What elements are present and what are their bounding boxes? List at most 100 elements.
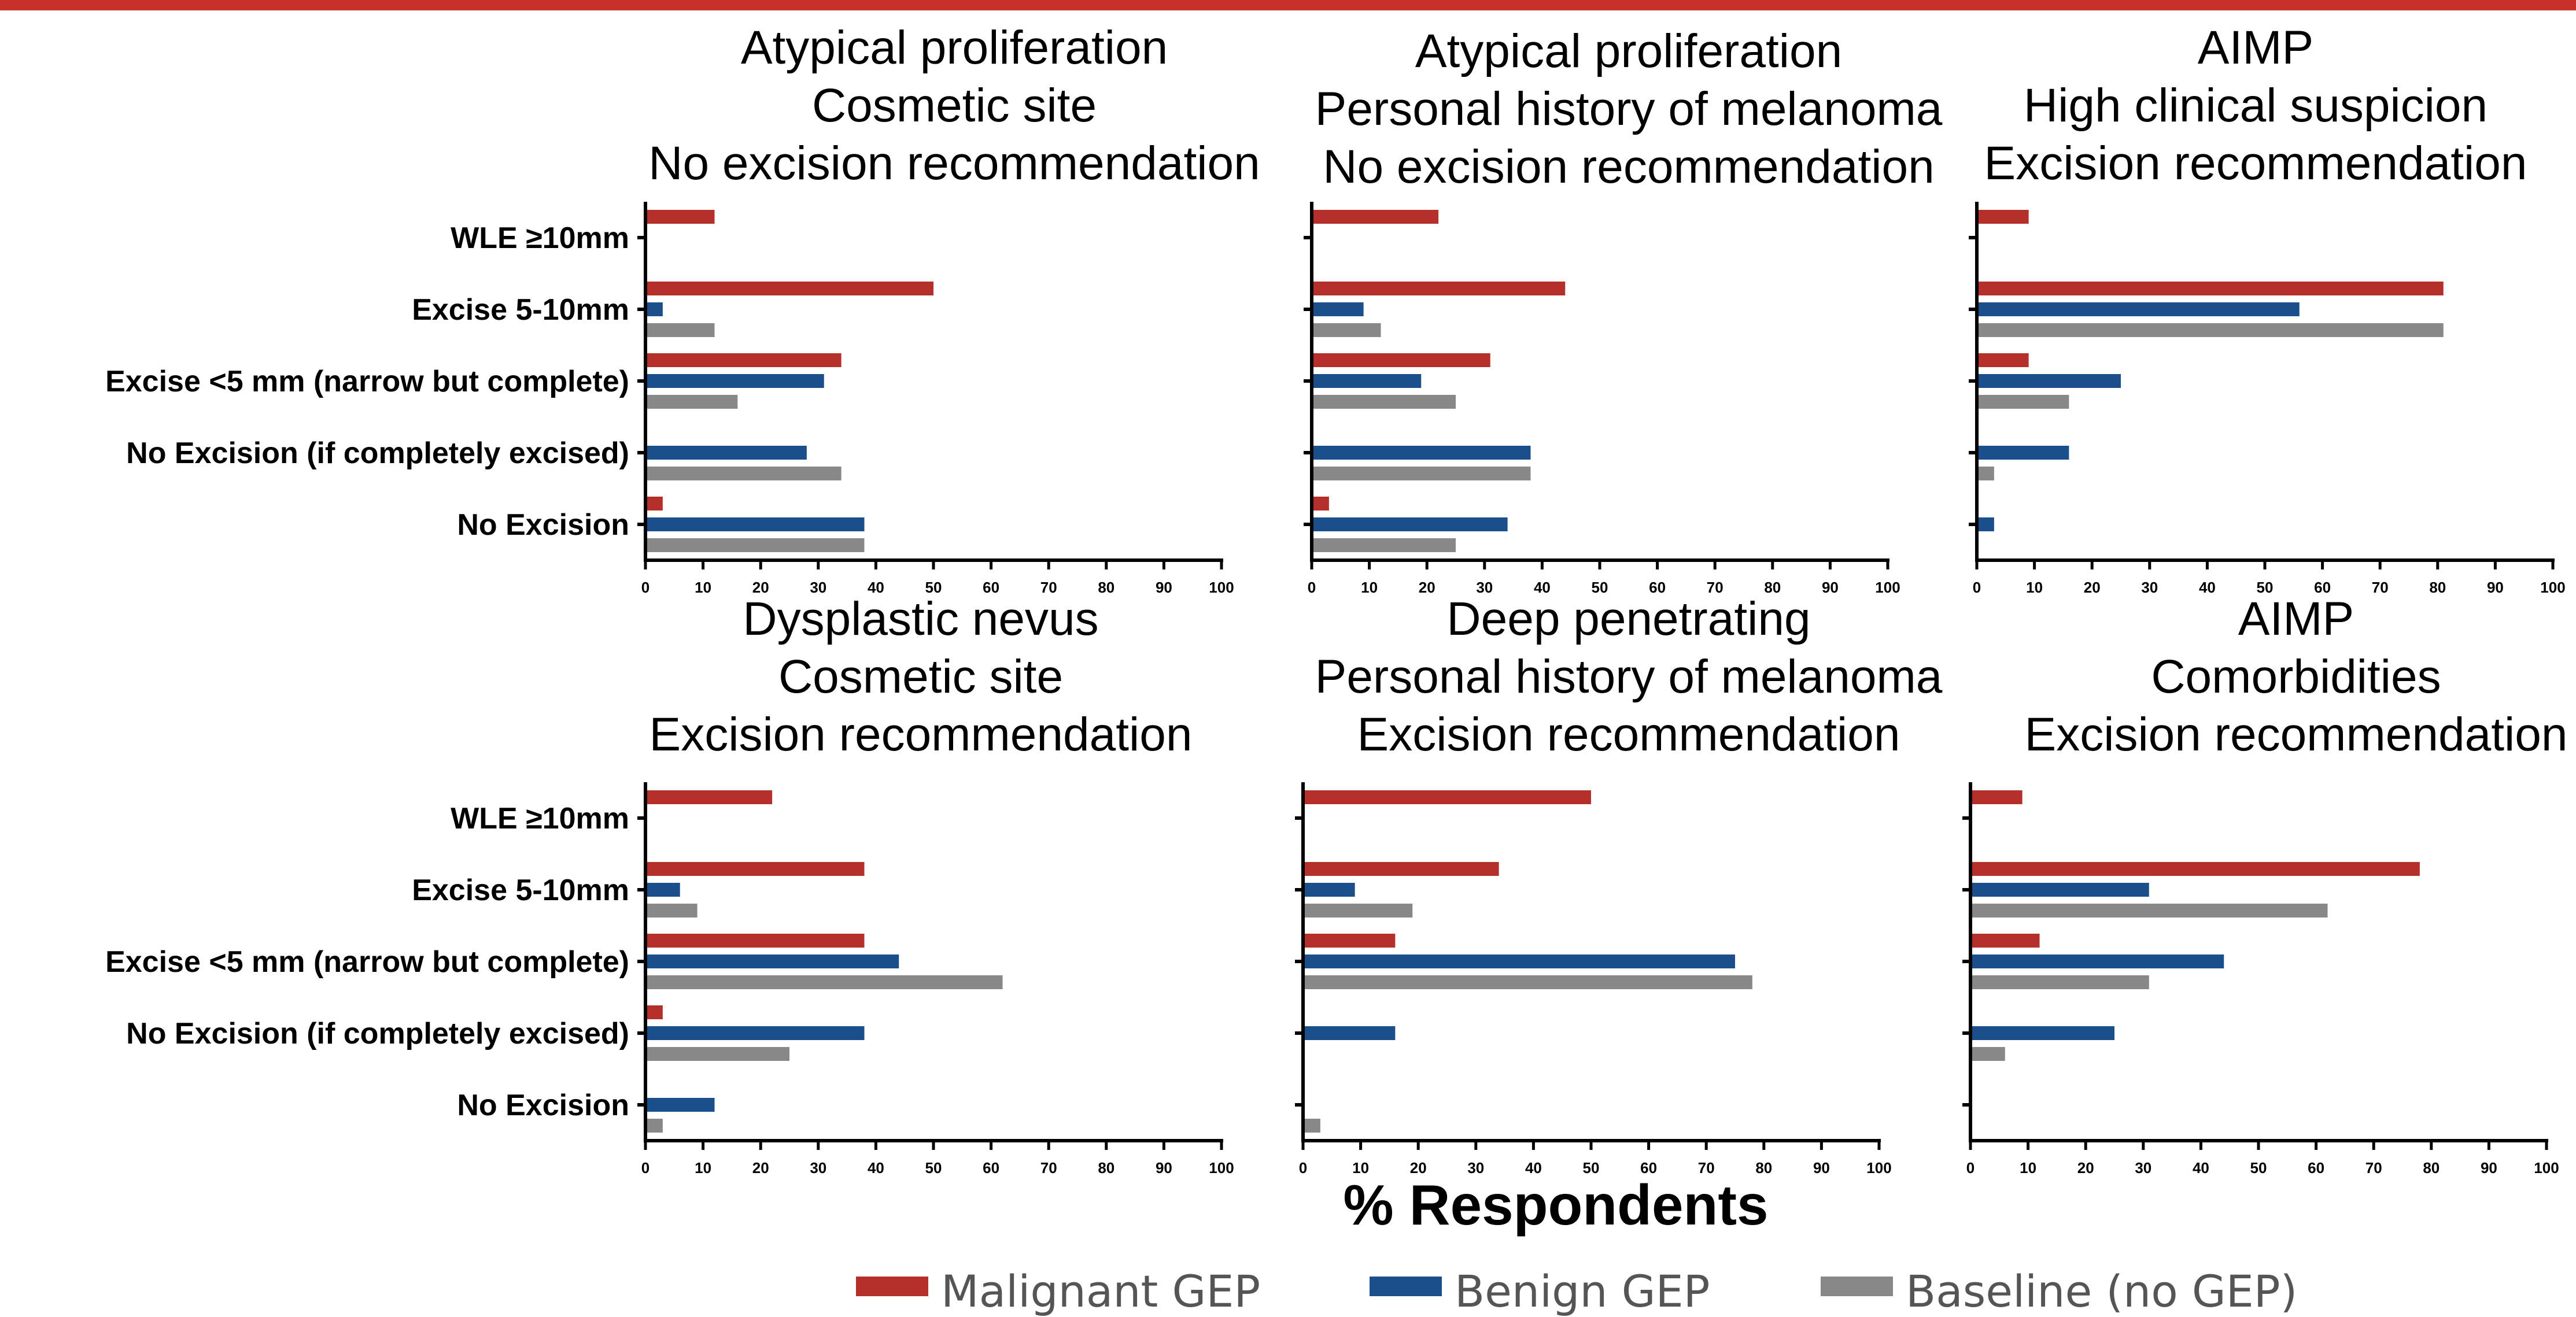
x-tick-label: 70 xyxy=(1698,1159,1715,1177)
bar-baseline xyxy=(645,467,842,480)
bar-baseline xyxy=(1312,323,1381,337)
bar-benign xyxy=(1977,374,2121,388)
x-tick-label: 90 xyxy=(1156,579,1172,596)
bar-baseline xyxy=(645,395,738,409)
bar-benign xyxy=(645,302,663,316)
bar-malignant xyxy=(1970,862,2420,876)
bar-malignant xyxy=(1312,497,1329,510)
x-tick-label: 90 xyxy=(1813,1159,1830,1177)
legend-swatch-benign xyxy=(1370,1277,1442,1296)
bar-malignant xyxy=(645,353,842,367)
x-tick-label: 70 xyxy=(2365,1159,2382,1177)
bar-baseline xyxy=(1303,904,1413,918)
bar-baseline xyxy=(1970,975,2149,989)
bar-benign xyxy=(1312,302,1364,316)
bar-malignant xyxy=(1977,210,2029,224)
bar-benign xyxy=(1312,517,1508,531)
panel-title-line: AIMP xyxy=(2198,21,2313,74)
bar-malignant xyxy=(1303,790,1591,804)
bar-benign xyxy=(1312,446,1531,460)
x-tick-label: 0 xyxy=(1299,1159,1307,1177)
bar-benign xyxy=(1970,955,2224,968)
x-tick-label: 10 xyxy=(1361,579,1378,596)
category-label: Excise 5-10mm xyxy=(412,874,629,907)
bar-malignant xyxy=(645,790,773,804)
x-tick-label: 50 xyxy=(925,579,942,596)
bar-baseline xyxy=(1312,395,1456,409)
bar-baseline xyxy=(1312,467,1531,480)
bar-malignant xyxy=(1977,282,2444,295)
x-tick-label: 10 xyxy=(1352,1159,1369,1177)
bar-baseline xyxy=(1977,323,2444,337)
x-tick-label: 80 xyxy=(2429,579,2446,596)
x-tick-label: 60 xyxy=(2308,1159,2324,1177)
x-tick-label: 30 xyxy=(2135,1159,2151,1177)
x-tick-label: 100 xyxy=(1875,579,1900,596)
x-tick-label: 50 xyxy=(925,1159,942,1177)
category-label: WLE ≥10mm xyxy=(451,221,629,255)
x-tick-label: 30 xyxy=(1476,579,1493,596)
x-tick-label: 40 xyxy=(2193,1159,2209,1177)
legend-item-malignant: Malignant GEP xyxy=(856,1265,1261,1317)
bar-baseline xyxy=(1303,975,1752,989)
x-tick-label: 90 xyxy=(1822,579,1839,596)
x-tick-label: 60 xyxy=(1640,1159,1657,1177)
legend-item-benign: Benign GEP xyxy=(1370,1265,1710,1317)
x-tick-label: 30 xyxy=(2141,579,2158,596)
bar-benign xyxy=(645,1098,715,1112)
panel-title-line: Cosmetic site xyxy=(812,79,1097,132)
panel-title-line: Dysplastic nevus xyxy=(743,593,1098,645)
bar-baseline xyxy=(1977,467,1994,480)
panel-title-line: Personal history of melanoma xyxy=(1315,83,1943,135)
bar-malignant xyxy=(1970,934,2040,948)
chart-panel-2: Atypical proliferation Personal history o… xyxy=(1304,25,1943,596)
panel-title-line: AIMP xyxy=(2238,593,2354,645)
x-tick-label: 40 xyxy=(868,1159,884,1177)
bar-benign xyxy=(1303,955,1735,968)
panel-title-line: Excision recommendation xyxy=(2025,708,2568,761)
bar-benign xyxy=(645,883,680,897)
bar-benign xyxy=(645,517,865,531)
bar-malignant xyxy=(1312,282,1566,295)
legend-label-benign: Benign GEP xyxy=(1455,1265,1710,1317)
x-tick-label: 20 xyxy=(2077,1159,2094,1177)
x-tick-label: 100 xyxy=(1866,1159,1891,1177)
x-tick-label: 100 xyxy=(1209,1159,1234,1177)
legend: Malignant GEP Benign GEP Baseline (no GE… xyxy=(0,1265,2576,1317)
legend-label-malignant: Malignant GEP xyxy=(941,1265,1261,1317)
panel-title-line: No excision recommendation xyxy=(648,137,1260,190)
panel-title-line: Excision recommendation xyxy=(1984,137,2527,190)
x-tick-label: 80 xyxy=(1098,1159,1114,1177)
x-tick-label: 50 xyxy=(1583,1159,1600,1177)
x-tick-label: 90 xyxy=(2481,1159,2497,1177)
x-tick-label: 10 xyxy=(2020,1159,2036,1177)
x-tick-label: 10 xyxy=(2026,579,2043,596)
bar-baseline xyxy=(1977,395,2069,409)
shared-x-axis-label: % Respondents xyxy=(1343,1173,1768,1237)
bar-malignant xyxy=(1970,790,2023,804)
panel-title-line: Personal history of melanoma xyxy=(1315,650,1943,703)
bar-malignant xyxy=(1312,353,1490,367)
bar-benign xyxy=(1970,883,2149,897)
x-tick-label: 20 xyxy=(752,579,769,596)
x-tick-label: 40 xyxy=(1525,1159,1542,1177)
x-tick-label: 80 xyxy=(1755,1159,1772,1177)
bar-malignant xyxy=(1303,934,1396,948)
bar-baseline xyxy=(645,1119,663,1133)
bar-malignant xyxy=(1303,862,1499,876)
panel-title-line: Atypical proliferation xyxy=(741,21,1168,74)
bar-benign xyxy=(645,374,824,388)
x-tick-label: 20 xyxy=(2084,579,2101,596)
x-tick-label: 0 xyxy=(1308,579,1316,596)
bar-benign xyxy=(1970,1026,2114,1040)
panel-title-line: Atypical proliferation xyxy=(1415,25,1842,77)
bar-malignant xyxy=(645,497,663,510)
x-tick-label: 50 xyxy=(2250,1159,2267,1177)
x-tick-label: 40 xyxy=(868,579,884,596)
panel-title-line: High clinical suspicion xyxy=(2024,79,2488,132)
legend-swatch-malignant xyxy=(856,1277,928,1296)
legend-item-baseline: Baseline (no GEP) xyxy=(1821,1266,2297,1317)
